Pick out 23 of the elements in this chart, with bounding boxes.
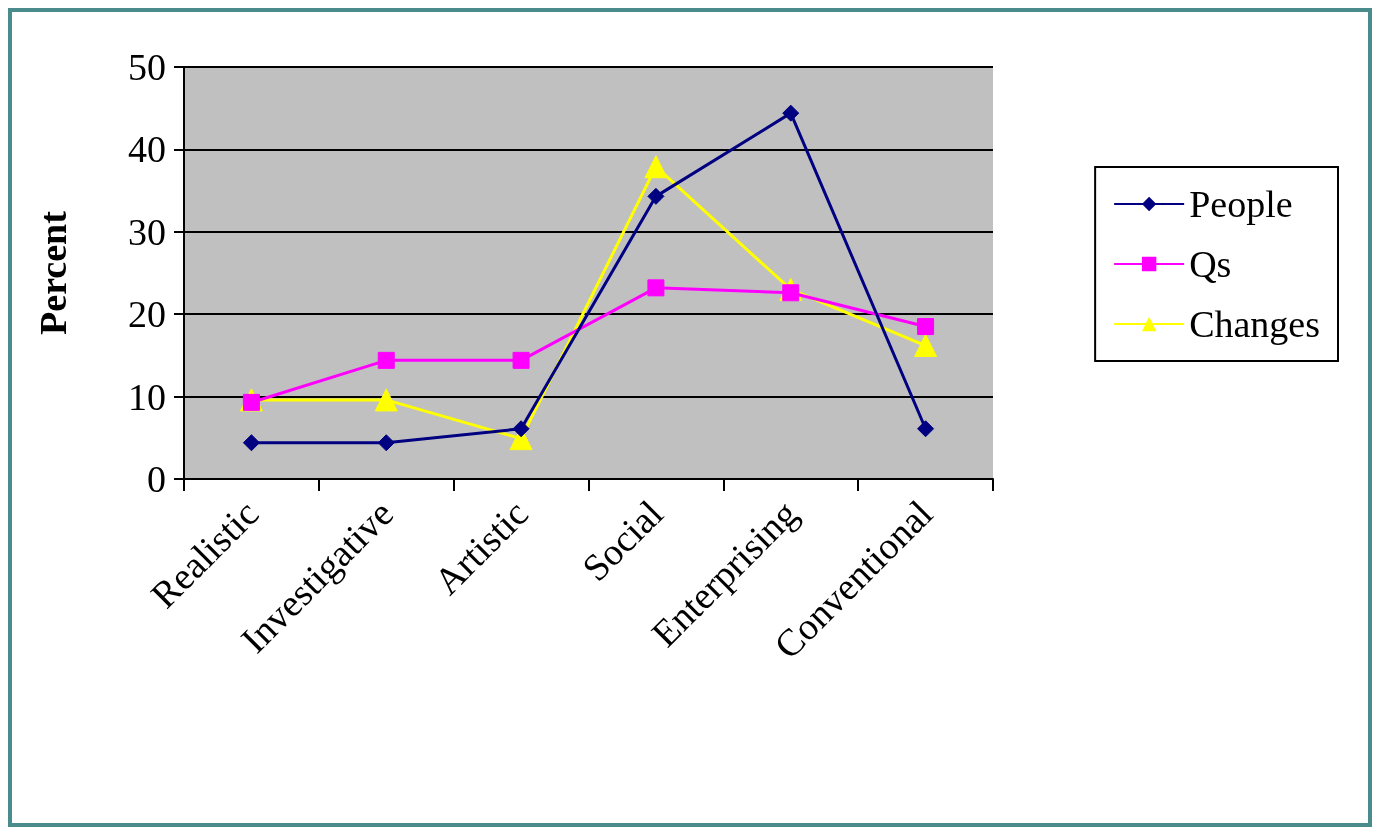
- point: [512, 351, 530, 369]
- point: [917, 420, 935, 438]
- legend-label: Qs: [1189, 243, 1232, 285]
- point: [512, 420, 530, 438]
- point: [782, 104, 800, 122]
- point: [377, 434, 395, 452]
- y-tick-label: 20: [128, 293, 166, 336]
- point: [242, 434, 260, 452]
- point: [647, 279, 665, 297]
- point: [647, 187, 665, 205]
- legend-label: People: [1189, 183, 1293, 225]
- point: [644, 155, 668, 179]
- y-axis-title: Percent: [32, 210, 74, 335]
- y-tick-label: 0: [147, 458, 166, 500]
- point: [374, 388, 398, 412]
- point: [377, 351, 395, 369]
- legend-label: Changes: [1189, 303, 1321, 345]
- y-tick-label: 30: [128, 210, 166, 253]
- y-tick-label: 40: [128, 128, 166, 171]
- point: [917, 318, 935, 336]
- y-tick-label: 50: [128, 46, 166, 88]
- y-tick-label: 10: [128, 375, 166, 418]
- point: [914, 334, 938, 358]
